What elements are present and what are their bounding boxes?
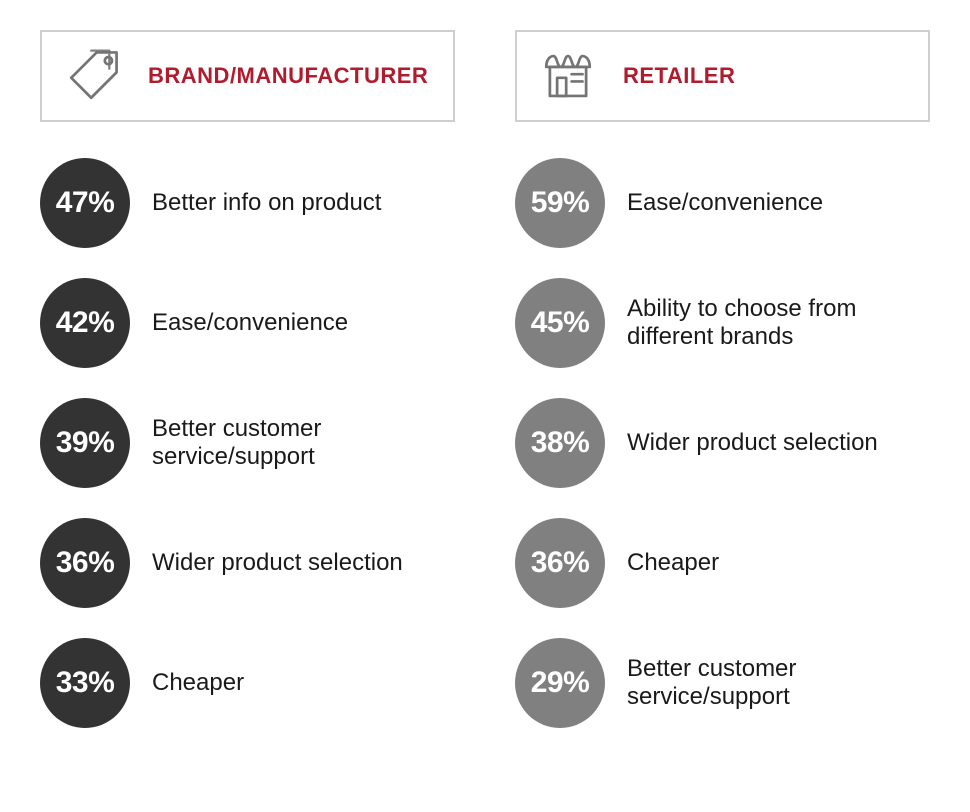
stat-label: Ability to choose from different brands xyxy=(627,295,917,350)
stat-row: 36% Wider product selection xyxy=(40,518,455,608)
pct-bubble: 45% xyxy=(515,278,605,368)
comparison-columns: BRAND/MANUFACTURER 47% Better info on pro… xyxy=(40,30,930,728)
pct-bubble: 33% xyxy=(40,638,130,728)
stat-label: Better customer service/support xyxy=(627,655,917,710)
pct-value: 36% xyxy=(531,546,590,580)
price-tag-icon xyxy=(64,47,122,105)
stat-row: 29% Better customer service/support xyxy=(515,638,930,728)
pct-value: 42% xyxy=(56,306,115,340)
pct-value: 47% xyxy=(56,186,115,220)
pct-bubble: 36% xyxy=(40,518,130,608)
storefront-icon xyxy=(539,47,597,105)
stat-label: Ease/convenience xyxy=(627,189,823,217)
pct-value: 38% xyxy=(531,426,590,460)
stat-label: Wider product selection xyxy=(627,429,878,457)
pct-value: 29% xyxy=(531,666,590,700)
stat-row: 39% Better customer service/support xyxy=(40,398,455,488)
stat-label: Better customer service/support xyxy=(152,415,442,470)
stat-label: Cheaper xyxy=(152,669,244,697)
pct-value: 59% xyxy=(531,186,590,220)
stat-row: 33% Cheaper xyxy=(40,638,455,728)
stat-row: 59% Ease/convenience xyxy=(515,158,930,248)
pct-bubble: 42% xyxy=(40,278,130,368)
stat-label: Cheaper xyxy=(627,549,719,577)
pct-value: 39% xyxy=(56,426,115,460)
stat-row: 47% Better info on product xyxy=(40,158,455,248)
stat-label: Wider product selection xyxy=(152,549,403,577)
pct-bubble: 47% xyxy=(40,158,130,248)
stat-row: 38% Wider product selection xyxy=(515,398,930,488)
retailer-column: RETAILER 59% Ease/convenience 45% Ability t… xyxy=(515,30,930,728)
brand-manufacturer-column: BRAND/MANUFACTURER 47% Better info on pro… xyxy=(40,30,455,728)
retailer-title: RETAILER xyxy=(623,63,735,89)
pct-bubble: 36% xyxy=(515,518,605,608)
brand-list: 47% Better info on product 42% Ease/conveni… xyxy=(40,158,455,728)
stat-row: 36% Cheaper xyxy=(515,518,930,608)
pct-bubble: 59% xyxy=(515,158,605,248)
pct-value: 33% xyxy=(56,666,115,700)
retailer-list: 59% Ease/convenience 45% Ability to choose … xyxy=(515,158,930,728)
pct-value: 36% xyxy=(56,546,115,580)
pct-value: 45% xyxy=(531,306,590,340)
brand-header: BRAND/MANUFACTURER xyxy=(40,30,455,122)
stat-label: Better info on product xyxy=(152,189,381,217)
pct-bubble: 29% xyxy=(515,638,605,728)
retailer-header: RETAILER xyxy=(515,30,930,122)
stat-row: 45% Ability to choose from different bran… xyxy=(515,278,930,368)
pct-bubble: 38% xyxy=(515,398,605,488)
stat-label: Ease/convenience xyxy=(152,309,348,337)
pct-bubble: 39% xyxy=(40,398,130,488)
stat-row: 42% Ease/convenience xyxy=(40,278,455,368)
brand-title: BRAND/MANUFACTURER xyxy=(148,63,428,89)
